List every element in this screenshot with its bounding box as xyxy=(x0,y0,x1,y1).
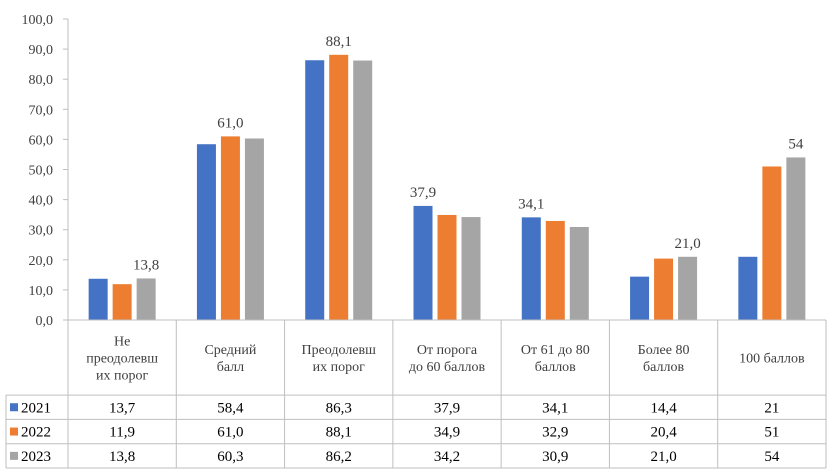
table-cell: 34,2 xyxy=(434,449,460,465)
legend-swatch-2021 xyxy=(10,403,18,412)
bars xyxy=(88,54,806,321)
bar-2021 xyxy=(738,256,758,320)
category-label: 100 баллов xyxy=(739,352,805,367)
bar-2022 xyxy=(437,214,457,320)
bar-2021 xyxy=(196,144,216,320)
table-cell: 37,9 xyxy=(434,400,460,416)
y-tick-label: 60,0 xyxy=(29,133,54,148)
table-cell: 54 xyxy=(764,449,780,465)
legend-label-2021: 2021 xyxy=(21,400,51,416)
data-table: Не преодолевш их порог Средний балл Преодолев… xyxy=(5,319,827,469)
bar-2021 xyxy=(521,217,541,320)
legend-label-2023: 2023 xyxy=(21,449,51,465)
y-tick-label: 0,0 xyxy=(36,314,54,329)
table-cell: 51 xyxy=(764,425,779,441)
table-cell: 13,7 xyxy=(109,400,136,416)
bar-2023 xyxy=(786,157,806,320)
category-label: От 61 до 80 баллов xyxy=(521,343,590,375)
bar-2022 xyxy=(762,166,782,320)
category-label: Средний балл xyxy=(204,343,256,375)
y-tick-label: 50,0 xyxy=(29,164,54,179)
table-cell: 13,8 xyxy=(109,449,135,465)
bar-2021 xyxy=(305,60,325,320)
category-label: Преодолевш их порог xyxy=(301,343,376,375)
table-cell: 21,0 xyxy=(650,449,676,465)
data-label: 13,8 xyxy=(133,257,159,273)
bar-2023 xyxy=(461,217,481,320)
data-labels: 13,8 61,0 88,1 37,9 34,1 21,0 54 xyxy=(133,34,804,274)
table-cell: 34,1 xyxy=(542,400,568,416)
category-label: Более 80 баллов xyxy=(638,343,690,375)
y-tick-label: 30,0 xyxy=(29,224,54,239)
bar-2023 xyxy=(569,226,589,320)
bar-2023 xyxy=(244,138,264,320)
category-label: От порога до 60 баллов xyxy=(409,343,486,375)
y-tick-label: 100,0 xyxy=(22,13,54,28)
table-cell: 60,3 xyxy=(217,449,243,465)
data-label: 54 xyxy=(788,136,804,152)
table-cell: 58,4 xyxy=(217,400,244,416)
bar-2022 xyxy=(220,136,240,320)
legend-swatch-2022 xyxy=(10,427,18,436)
table-cell: 86,3 xyxy=(326,400,352,416)
table-cell: 32,9 xyxy=(542,425,568,441)
table-cell: 34,9 xyxy=(434,425,460,441)
bar-2021 xyxy=(413,205,433,320)
table-cell: 86,2 xyxy=(326,449,352,465)
table-cell: 14,4 xyxy=(650,400,677,416)
bar-2021 xyxy=(630,276,650,320)
y-tick-label: 70,0 xyxy=(29,103,54,118)
data-label: 21,0 xyxy=(674,236,700,252)
table-cell: 88,1 xyxy=(326,425,352,441)
data-label: 88,1 xyxy=(326,34,352,50)
table-cell: 21 xyxy=(764,400,779,416)
bar-2022 xyxy=(654,258,674,320)
table-cell: 30,9 xyxy=(542,449,568,465)
y-tick-label: 40,0 xyxy=(29,194,54,209)
table-cell: 11,9 xyxy=(109,425,135,441)
data-label: 61,0 xyxy=(217,115,243,131)
category-label: Не преодолевш их порог xyxy=(86,335,158,384)
y-tick-label: 20,0 xyxy=(29,254,54,269)
legend-label-2022: 2022 xyxy=(21,425,51,441)
bar-2023 xyxy=(353,60,373,321)
y-axis: 0,0 10,0 20,0 30,0 40,0 50,0 60,0 70,0 80,0 90,0 1… xyxy=(22,13,69,329)
bar-2022 xyxy=(545,220,565,320)
bar-2023 xyxy=(136,278,156,320)
bar-2022 xyxy=(329,54,349,320)
y-tick-label: 90,0 xyxy=(29,43,54,58)
table-cell: 61,0 xyxy=(217,425,243,441)
table-cell: 20,4 xyxy=(650,425,677,441)
data-label: 37,9 xyxy=(410,185,436,201)
y-tick-label: 80,0 xyxy=(29,73,54,88)
bar-2022 xyxy=(112,284,132,320)
legend-swatch-2023 xyxy=(10,451,18,460)
data-label: 34,1 xyxy=(518,196,544,212)
bar-2021 xyxy=(88,278,108,320)
y-tick-label: 10,0 xyxy=(29,284,54,299)
bar-2023 xyxy=(678,256,698,320)
